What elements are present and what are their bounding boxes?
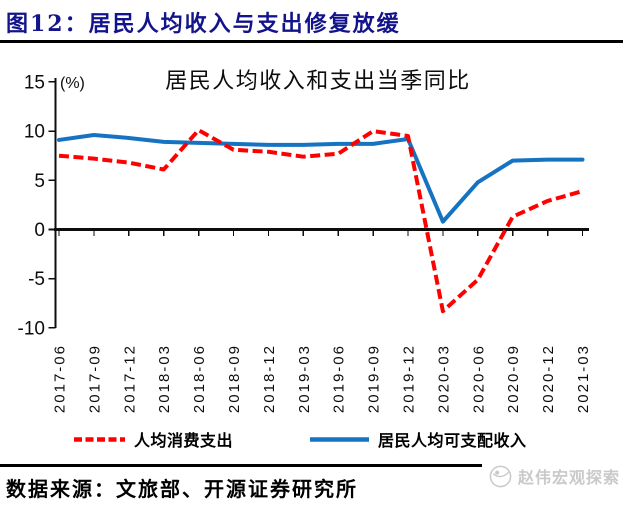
series-line-income xyxy=(57,133,585,224)
x-axis-tick-label: 2020-06 xyxy=(470,344,487,413)
y-axis-tick-label: 0 xyxy=(34,220,45,241)
y-axis-tick-label: 10 xyxy=(24,122,45,143)
legend-item-income: 居民人均可支配收入 xyxy=(309,427,527,451)
watermark-logo-icon xyxy=(489,465,512,487)
x-axis-tick-label: 2019-03 xyxy=(296,344,313,413)
x-axis-tick-label: 2019-09 xyxy=(366,344,383,413)
data-source-note: 数据来源：文旅部、开源证券研究所 xyxy=(6,477,358,501)
chart-plot-area: 15 10 5 0 -5 -10 2017-06 2017-09 2017-12 2018-03 2… xyxy=(18,72,592,413)
footer-divider xyxy=(0,464,516,467)
x-axis-tick-label: 2017-12 xyxy=(121,344,138,413)
x-axis-tick-label: 2020-09 xyxy=(505,344,522,413)
x-axis-tick-label: 2019-12 xyxy=(401,344,418,413)
x-axis-tick-label: 2018-03 xyxy=(156,344,173,413)
legend-solid-line-icon xyxy=(310,436,370,442)
chart-title: 居民人均收入和支出当季同比 xyxy=(165,69,471,94)
y-axis-tick-label: 5 xyxy=(34,171,45,192)
watermark: 赵伟宏观探索 xyxy=(482,452,622,500)
legend-label-income: 居民人均可支配收入 xyxy=(378,431,527,450)
x-axis-tick-label: 2021-03 xyxy=(575,344,592,413)
y-axis-tick-label: -5 xyxy=(28,269,45,290)
income-expenditure-line-chart: 15 10 5 0 -5 -10 2017-06 2017-09 2017-12 2018-03 2… xyxy=(18,69,592,413)
x-axis-tick-label: 2020-03 xyxy=(435,344,452,413)
x-axis-tick-label: 2017-09 xyxy=(86,344,103,413)
x-axis-tick-label: 2017-06 xyxy=(52,344,69,413)
y-axis-tick-label: -10 xyxy=(18,318,45,339)
header-divider xyxy=(0,40,623,43)
chart-legend: 人均消费支出 居民人均可支配收入 xyxy=(55,427,527,451)
figure-title: 图12：居民人均收入与支出修复放缓 xyxy=(6,11,401,37)
series-line-consumption xyxy=(58,128,584,314)
y-axis-unit-label: (%) xyxy=(60,75,85,92)
legend-item-consumption: 人均消费支出 xyxy=(73,427,233,451)
x-axis-tick-label: 2018-12 xyxy=(261,344,278,413)
x-axis-tick-label: 2018-06 xyxy=(191,344,208,413)
x-axis-tick-label: 2018-09 xyxy=(226,344,243,413)
x-axis-tick-label: 2020-12 xyxy=(540,344,557,413)
watermark-text: 赵伟宏观探索 xyxy=(517,470,620,487)
y-axis-tick-label: 15 xyxy=(24,72,45,93)
legend-label-consumption: 人均消费支出 xyxy=(134,431,234,450)
legend-dashed-line-icon xyxy=(74,436,125,442)
x-axis-tick-label: 2019-06 xyxy=(331,344,348,413)
